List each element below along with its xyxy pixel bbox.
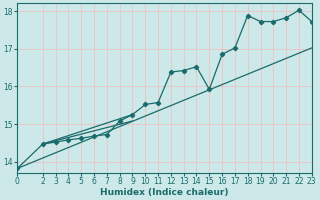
X-axis label: Humidex (Indice chaleur): Humidex (Indice chaleur): [100, 188, 229, 197]
